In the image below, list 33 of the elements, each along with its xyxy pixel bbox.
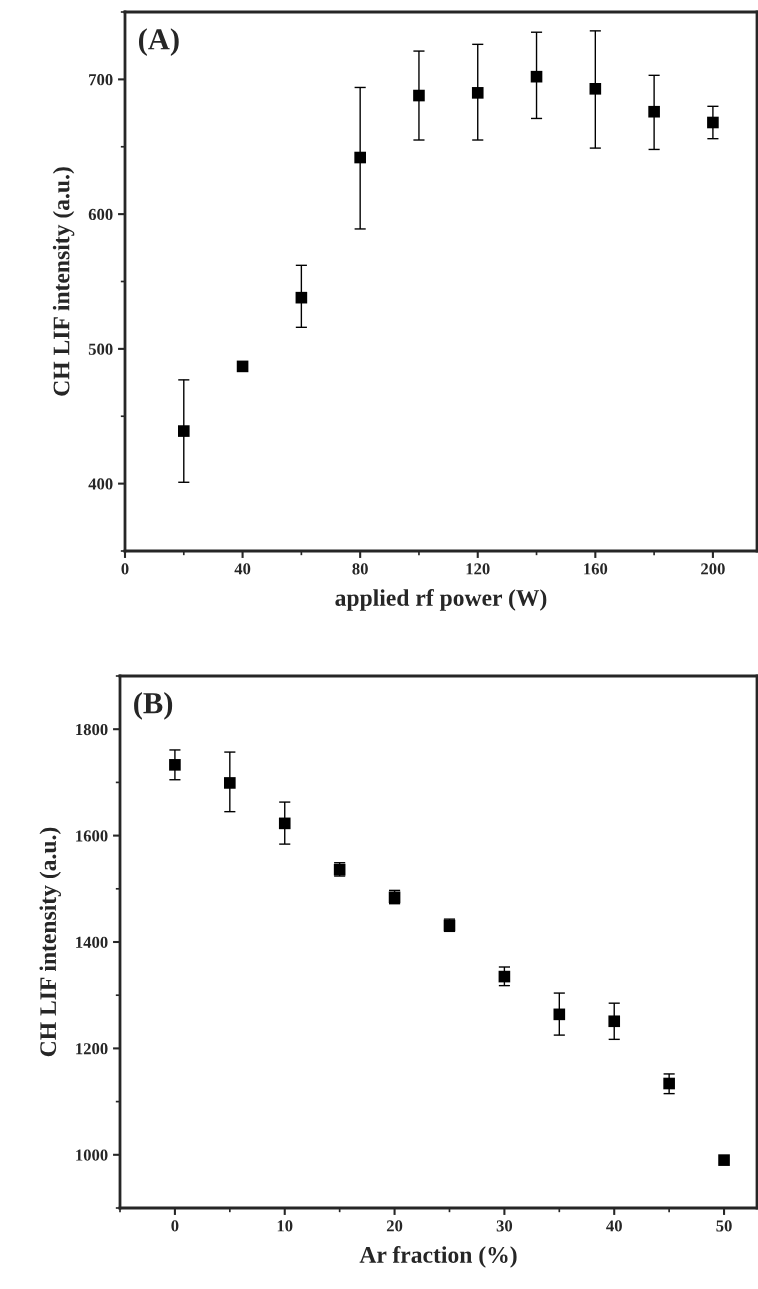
x-tick-label: 50 [716, 1220, 732, 1232]
y-axis-title: CH LIF intensity (a.u.) [39, 827, 61, 1057]
x-tick-label: 10 [277, 1220, 293, 1232]
y-tick-label: 1600 [76, 830, 108, 842]
y-tick-label: 500 [88, 343, 113, 355]
y-tick-label: 1800 [76, 723, 108, 736]
y-tick-label: 1000 [76, 1149, 108, 1161]
point [471, 87, 484, 99]
y-axis-title: CH LIF intensity (a.u.) [52, 167, 75, 396]
y-tick-label: 700 [89, 74, 113, 86]
y-tick-label: 600 [88, 208, 113, 221]
point [718, 1154, 730, 1166]
x-tick-label: 40 [606, 1220, 622, 1232]
point [177, 425, 190, 437]
y-tick-label: 1200 [76, 1043, 108, 1055]
annotation: (B) [134, 691, 173, 720]
x-tick-label: 200 [701, 563, 725, 575]
x-tick-label: 120 [466, 563, 490, 575]
y-tick-label: 400 [88, 478, 113, 490]
x-tick-label: 160 [584, 563, 608, 575]
x-axis-title: Ar fraction (%) [359, 1246, 517, 1268]
x-tick-label: 80 [352, 563, 368, 575]
point [236, 360, 249, 373]
x-tick-label: 40 [234, 563, 251, 575]
x-tick-label: 30 [496, 1220, 513, 1232]
x-tick-label: 0 [121, 563, 129, 575]
y-tick-label: 1400 [76, 936, 108, 948]
x-axis-title: applied rf power (W) [335, 589, 547, 611]
point [608, 1015, 621, 1028]
point [278, 817, 291, 830]
x-tick-label: 0 [171, 1220, 179, 1232]
x-tick-label: 20 [386, 1220, 403, 1232]
annotation: (A) [138, 28, 179, 56]
